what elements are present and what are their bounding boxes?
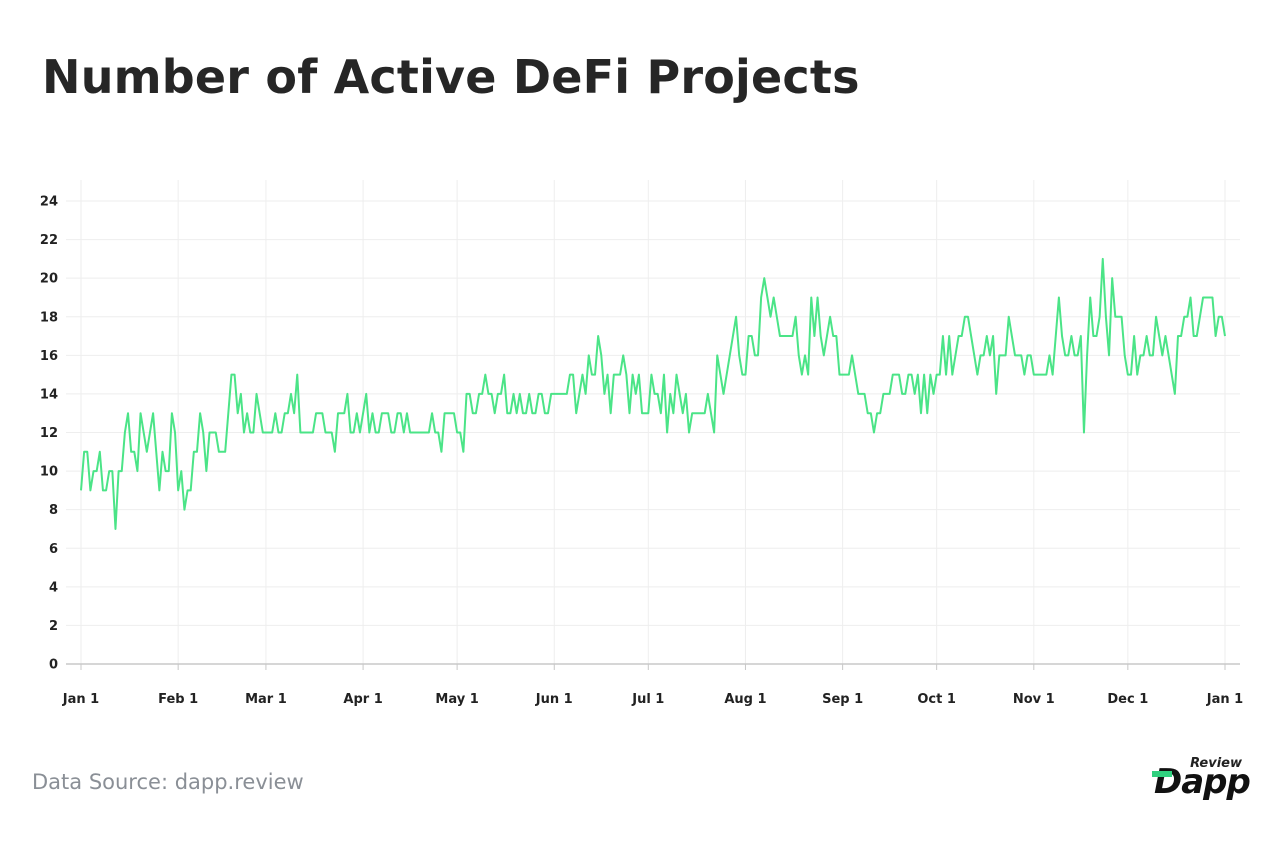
logo-dapp-text: Dapp: [1154, 762, 1251, 802]
x-tick-label: Aug 1: [724, 692, 766, 707]
logo-accent-bar: [1152, 771, 1172, 777]
y-tick-label: 4: [49, 580, 58, 595]
y-tick-label: 12: [40, 426, 58, 441]
y-tick-label: 2: [49, 619, 58, 634]
x-tick-label: Oct 1: [917, 692, 956, 707]
y-tick-label: 0: [49, 658, 58, 673]
x-tick-label: Jan 1: [1206, 692, 1243, 707]
y-tick-label: 18: [40, 310, 58, 325]
x-tick-label: Jun 1: [535, 692, 573, 707]
x-tick-label: May 1: [435, 692, 478, 707]
y-tick-label: 20: [40, 272, 58, 287]
logo-review-text: Review: [1190, 756, 1242, 771]
gridlines: [66, 180, 1240, 664]
dapp-review-logo: Review Dapp: [1148, 756, 1252, 806]
series-line: [80, 257, 1226, 530]
x-tick-label: Sep 1: [822, 692, 863, 707]
x-tick-label: Mar 1: [245, 692, 287, 707]
series-group: [80, 257, 1226, 530]
x-tick-label: Feb 1: [158, 692, 198, 707]
y-tick-label: 8: [49, 503, 58, 518]
y-tick-label: 6: [49, 542, 58, 557]
y-tick-label: 22: [40, 233, 58, 248]
data-source-note: Data Source: dapp.review: [32, 770, 304, 794]
x-tick-label: Jul 1: [631, 692, 664, 707]
x-tick-label: Apr 1: [343, 692, 382, 707]
y-tick-label: 24: [40, 195, 58, 210]
y-tick-label: 16: [40, 349, 58, 364]
y-tick-label: 14: [40, 387, 58, 402]
chart-title: Number of Active DeFi Projects: [42, 50, 860, 104]
y-tick-label: 10: [40, 465, 58, 480]
x-tick-label: Jan 1: [62, 692, 99, 707]
x-axis-ticks: Jan 1 Feb 1 Mar 1 Apr 1 May 1 Jun 1 Jul 1 Aug 1…: [62, 664, 1243, 707]
x-tick-label: Nov 1: [1013, 692, 1055, 707]
x-tick-label: Dec 1: [1107, 692, 1148, 707]
